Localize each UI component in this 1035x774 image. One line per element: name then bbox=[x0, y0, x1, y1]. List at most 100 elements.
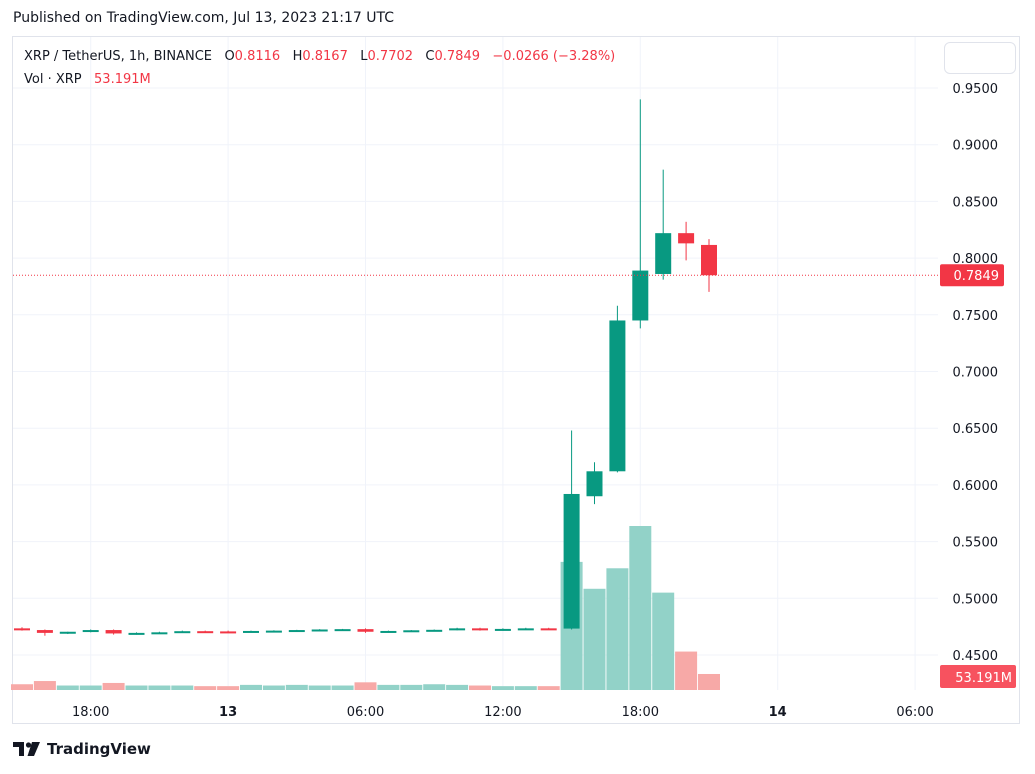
candle-body bbox=[655, 233, 672, 274]
volume-bar bbox=[675, 651, 698, 690]
price-tick-label: 0.5000 bbox=[953, 592, 999, 607]
candle-body bbox=[449, 628, 466, 631]
volume-bar bbox=[285, 684, 308, 690]
tradingview-brand: TradingView bbox=[47, 740, 151, 758]
volume-label[interactable]: Vol · XRP bbox=[24, 72, 82, 87]
high-value: 0.8167 bbox=[302, 49, 348, 64]
volume-bar bbox=[537, 686, 560, 690]
time-tick-label: 06:00 bbox=[347, 705, 384, 720]
volume-bar bbox=[11, 684, 33, 690]
high-label: H bbox=[292, 49, 303, 64]
candle-body bbox=[14, 628, 30, 631]
candle-body bbox=[403, 630, 420, 633]
open-label: O bbox=[224, 49, 235, 64]
low-value: 0.7702 bbox=[367, 49, 414, 64]
candle-body bbox=[197, 631, 214, 634]
volume-bar bbox=[79, 685, 102, 690]
candle-body bbox=[265, 630, 282, 633]
candle-body bbox=[380, 630, 397, 633]
candle-body bbox=[151, 632, 168, 635]
volume-bar bbox=[240, 684, 262, 690]
time-tick-label: 12:00 bbox=[484, 705, 521, 720]
candle-body bbox=[105, 630, 122, 634]
price-scale-settings-button[interactable] bbox=[944, 42, 1016, 74]
candle-body bbox=[540, 628, 557, 631]
time-tick-label: 14 bbox=[769, 705, 787, 720]
price-tick-label: 0.8000 bbox=[953, 252, 999, 267]
candle-body bbox=[128, 632, 145, 635]
candle-body bbox=[678, 233, 695, 244]
volume-bar bbox=[629, 526, 652, 690]
volume-bar bbox=[331, 685, 354, 690]
volume-bar bbox=[698, 673, 720, 690]
change-value: −0.0266 (−3.28%) bbox=[492, 49, 616, 64]
volume-bar bbox=[423, 684, 446, 690]
price-tick-label: 0.4500 bbox=[953, 649, 999, 664]
price-tick-label: 0.7500 bbox=[953, 309, 999, 324]
candle-body bbox=[220, 631, 237, 634]
candle-body bbox=[311, 629, 328, 632]
price-tick-label: 0.5500 bbox=[953, 536, 999, 551]
price-tick-label: 0.9500 bbox=[953, 82, 999, 97]
volume-bar bbox=[56, 685, 79, 690]
volume-bar bbox=[652, 592, 675, 690]
last-price-badge: 0.7849 bbox=[940, 264, 1004, 287]
volume-bar bbox=[606, 568, 629, 690]
volume-bar bbox=[308, 685, 331, 690]
candle-body bbox=[174, 631, 191, 634]
tradingview-logo-icon bbox=[13, 742, 40, 756]
last-volume-badge: 53.191M bbox=[940, 665, 1016, 688]
volume-bar bbox=[377, 684, 400, 690]
price-tick-label: 0.8500 bbox=[953, 195, 999, 210]
published-note: Published on TradingView.com, Jul 13, 20… bbox=[13, 10, 394, 26]
volume-bar bbox=[217, 686, 240, 690]
candle-body bbox=[586, 471, 603, 497]
candle-body bbox=[426, 629, 443, 632]
volume-bar bbox=[102, 682, 125, 690]
candle-body bbox=[288, 630, 305, 633]
volume-bar bbox=[469, 685, 491, 690]
symbol-name[interactable]: XRP / TetherUS, 1h, BINANCE bbox=[24, 49, 213, 64]
volume-value: 53.191M bbox=[94, 72, 151, 87]
tradingview-footer[interactable]: TradingView bbox=[13, 740, 151, 758]
time-tick-label: 18:00 bbox=[622, 705, 659, 720]
candle-body bbox=[563, 493, 580, 629]
chart-frame bbox=[12, 36, 1020, 724]
last-price-badge-bg bbox=[940, 264, 1004, 287]
candles bbox=[14, 99, 717, 636]
open-value: 0.8116 bbox=[234, 49, 281, 64]
price-axis: 0.9500 0.9000 0.8500 0.8000 0.7500 0.7000 0.65… bbox=[953, 82, 999, 664]
volume-bar bbox=[262, 685, 285, 690]
price-tick-label: 0.9000 bbox=[953, 139, 999, 154]
volume-bar bbox=[583, 588, 606, 690]
volume-bar bbox=[125, 685, 148, 690]
symbol-legend: XRP / TetherUS, 1h, BINANCE O0.8116 H0.8… bbox=[24, 49, 615, 64]
volume-bar bbox=[354, 682, 377, 690]
volume-bar bbox=[446, 684, 469, 690]
candle-body bbox=[357, 629, 374, 632]
candle-body bbox=[243, 630, 259, 633]
candle-body bbox=[59, 631, 76, 634]
time-tick-label: 18:00 bbox=[72, 705, 109, 720]
candle-body bbox=[472, 628, 488, 631]
close-label: C bbox=[425, 49, 435, 64]
volume-bar bbox=[514, 686, 537, 690]
volume-bar bbox=[33, 681, 56, 690]
close-value: 0.7849 bbox=[434, 49, 481, 64]
price-tick-label: 0.6000 bbox=[953, 479, 999, 494]
price-tick-label: 0.7000 bbox=[953, 366, 999, 381]
candle-body bbox=[609, 320, 626, 472]
volume-bar bbox=[491, 686, 514, 690]
candle-body bbox=[632, 270, 649, 321]
time-tick-label: 06:00 bbox=[896, 705, 933, 720]
volume-bar bbox=[171, 685, 194, 690]
volume-bar bbox=[148, 685, 171, 690]
candle-body bbox=[701, 244, 717, 276]
last-volume-label: 53.191M bbox=[955, 671, 1012, 686]
time-axis: 18:00 13 06:00 12:00 18:00 14 06:00 bbox=[72, 705, 934, 720]
candle-body bbox=[36, 630, 53, 633]
volume-bar bbox=[194, 686, 217, 690]
last-price-label: 0.7849 bbox=[954, 269, 1000, 284]
candle-body bbox=[517, 628, 534, 631]
